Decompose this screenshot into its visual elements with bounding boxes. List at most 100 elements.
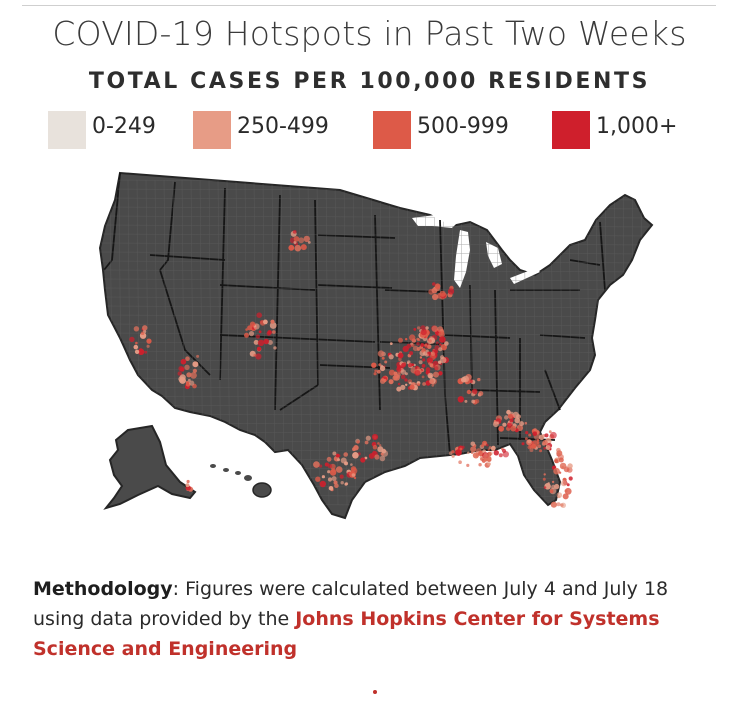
hotspot-dot <box>510 425 517 432</box>
hotspot-dot <box>564 487 572 495</box>
hotspot-dot <box>539 449 543 453</box>
hotspot-dot <box>474 399 480 404</box>
hotspot-dot <box>471 399 476 404</box>
hotspot-dot <box>327 470 331 474</box>
legend-label: 500-999 <box>417 114 509 139</box>
hotspot-dot <box>294 244 302 252</box>
hotspot-dot <box>292 230 297 234</box>
hotspot-dot <box>507 413 513 419</box>
hotspot-dot <box>337 458 340 462</box>
hotspot-dot <box>475 453 479 457</box>
hotspot-dot <box>263 338 269 345</box>
hotspot-dot <box>466 463 470 467</box>
hotspot-dot <box>196 354 200 358</box>
hawaii-island <box>235 471 241 475</box>
hotspot-dot <box>298 237 305 244</box>
hotspot-dot <box>313 461 320 468</box>
hotspot-dot <box>144 350 148 354</box>
hotspot-dot <box>477 377 481 382</box>
hotspot-dot <box>133 326 140 332</box>
hotspot-dot <box>293 236 300 242</box>
hotspot-dot <box>257 339 265 346</box>
hotspot-dot <box>420 343 425 347</box>
hotspot-dot <box>424 343 428 347</box>
hotspot-dot <box>365 435 371 441</box>
hotspot-dot <box>422 358 426 362</box>
hotspot-dot <box>377 350 385 357</box>
hotspot-dot <box>258 330 262 334</box>
hotspot-dot <box>417 383 421 387</box>
hotspot-dot <box>307 241 311 244</box>
hotspot-dot <box>486 443 489 447</box>
hotspot-dot <box>545 445 551 451</box>
hotspot-dot <box>184 364 190 370</box>
hotspot-dot <box>410 343 415 347</box>
hotspot-dot <box>504 415 509 420</box>
hawaii-island <box>223 468 229 472</box>
hotspot-dot <box>551 480 555 484</box>
hotspot-dot <box>560 502 566 508</box>
hotspot-dot <box>527 439 532 444</box>
hotspot-dot <box>553 467 560 475</box>
hawaii-island <box>210 464 216 468</box>
state-borders <box>103 172 606 456</box>
hotspot-dot <box>344 482 349 486</box>
hotspot-dot <box>431 325 439 332</box>
hotspot-dot <box>247 325 253 331</box>
hotspot-dot <box>372 444 378 450</box>
hotspot-dot <box>491 447 496 452</box>
hotspot-dot <box>300 244 307 251</box>
hotspot-dot <box>405 338 408 341</box>
hotspot-dot <box>248 331 255 337</box>
methodology-text: : Figures were calculated between July 4… <box>33 578 669 630</box>
hotspot-dot <box>327 477 333 482</box>
hotspot-dot <box>133 344 139 350</box>
hotspot-dot <box>400 369 407 375</box>
hotspot-dot <box>378 363 382 367</box>
hotspot-dot <box>272 330 276 334</box>
hotspot-dot <box>552 465 557 469</box>
hotspot-dot <box>525 431 529 435</box>
hotspot-dot <box>388 354 394 360</box>
hotspot-dot <box>185 356 190 361</box>
hotspot-dot <box>326 456 332 462</box>
hotspot-dot <box>374 369 378 373</box>
hotspot-dot <box>256 312 262 318</box>
hotspot-dot <box>464 399 468 403</box>
hotspot-dot <box>429 379 434 384</box>
hotspot-dot <box>427 344 432 349</box>
hotspot-dot <box>458 460 462 465</box>
hotspot-dot <box>293 241 297 244</box>
hotspot-dot <box>554 483 560 490</box>
hotspot-dot <box>321 475 325 479</box>
hotspot-dot <box>352 447 356 452</box>
hotspot-dot <box>561 480 567 487</box>
source-link[interactable]: Johns Hopkins Center for Systems Science… <box>33 608 660 660</box>
hotspot-dot <box>256 346 262 351</box>
hotspot-dot <box>426 357 433 364</box>
hotspot-dot <box>532 431 538 437</box>
hotspot-dot <box>537 444 542 449</box>
hotspot-dot <box>374 454 380 460</box>
hotspot-dot <box>371 362 377 368</box>
hotspot-dot <box>439 336 446 343</box>
hotspot-dot <box>509 418 514 423</box>
hotspot-markers <box>129 230 573 508</box>
lake-superior <box>412 215 458 228</box>
hotspot-dot <box>562 493 569 500</box>
hotspot-dot <box>566 483 570 487</box>
hotspot-dot <box>419 356 423 359</box>
hotspot-dot <box>186 479 190 484</box>
hotspot-dot <box>267 330 272 335</box>
hotspot-dot <box>327 463 333 469</box>
hotspot-dot <box>319 480 326 488</box>
hotspot-dot <box>521 442 525 446</box>
hotspot-dot <box>244 332 249 338</box>
hotspot-dot <box>253 339 259 345</box>
hotspot-dot <box>524 437 528 441</box>
hotspot-dot <box>192 361 199 368</box>
hotspot-dot <box>544 433 549 438</box>
hotspot-dot <box>487 448 490 451</box>
hotspot-dot <box>186 372 192 378</box>
hotspot-dot <box>483 442 487 446</box>
